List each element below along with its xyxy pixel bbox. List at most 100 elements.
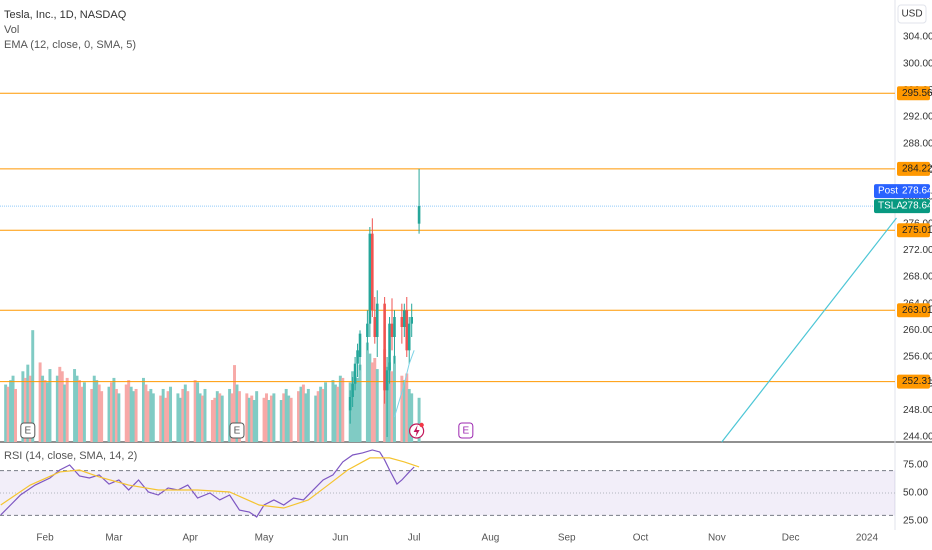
volume-bar: [151, 393, 155, 442]
volume-bar: [4, 384, 8, 442]
y-tick-label: 288.00: [903, 138, 932, 149]
y-tick-label: 272.00: [903, 245, 932, 256]
volume-bar: [6, 386, 10, 442]
y-tick-label: 244.00: [903, 432, 932, 443]
volume-bar: [252, 400, 256, 442]
volume-bar: [55, 375, 59, 442]
volume-bar: [390, 371, 394, 442]
candle-body: [373, 317, 377, 337]
rsi-line: [0, 449, 415, 518]
volume-bar: [38, 362, 42, 442]
volume-bar: [127, 380, 131, 442]
volume-bar: [181, 388, 185, 442]
rsi-line: [0, 457, 420, 509]
volume-legend[interactable]: Vol: [4, 24, 19, 36]
x-tick-label: Jun: [332, 533, 348, 544]
volume-bar: [306, 388, 310, 442]
volume-bar: [279, 400, 283, 442]
y-tick-label: 292.00: [903, 112, 932, 123]
volume-bar: [149, 388, 153, 442]
volume-bar: [186, 391, 190, 442]
volume-bar: [141, 377, 145, 442]
volume-bar: [14, 388, 17, 442]
volume-bar: [82, 382, 86, 442]
y-tick-label: 260.00: [903, 325, 932, 336]
earnings-icon: [458, 422, 474, 439]
volume-bar: [333, 384, 337, 442]
volume-bar: [193, 380, 197, 442]
price-badge-name: Post: [878, 186, 898, 197]
x-tick-label: Oct: [633, 533, 649, 544]
y-tick-label: 304.00: [903, 32, 932, 43]
volume-bar: [159, 395, 163, 442]
volume-bar: [304, 393, 308, 442]
volume-bar: [63, 384, 67, 442]
volume-bar: [375, 369, 379, 442]
candle-body: [368, 233, 372, 324]
x-tick-label: Feb: [36, 533, 54, 544]
level-badge: [897, 161, 930, 176]
ema-legend[interactable]: EMA (12, close, 0, SMA, 5): [4, 39, 136, 51]
volume-bar: [21, 371, 25, 442]
volume-bar: [134, 388, 138, 442]
level-badge: [897, 86, 930, 101]
rsi-legend[interactable]: RSI (14, close, SMA, 14, 2): [4, 450, 137, 462]
volume-bar: [196, 382, 200, 442]
x-tick-label: Aug: [482, 533, 500, 544]
level-badge-label: 275.01: [902, 225, 932, 236]
volume-bar: [28, 375, 32, 442]
volume-bar: [176, 393, 180, 442]
level-badge: [897, 223, 930, 238]
candle-body: [388, 323, 391, 371]
rsi-tick-label: 25.00: [903, 516, 928, 527]
volume-bar: [169, 386, 173, 442]
symbol-title[interactable]: Tesla, Inc., 1D, NASDAQ: [4, 9, 127, 21]
volume-bar: [356, 377, 360, 442]
volume-bar: [78, 380, 81, 442]
volume-bar: [255, 391, 259, 442]
level-badge-label: 252.31: [902, 376, 932, 387]
volume-bar: [250, 395, 254, 442]
volume-bar: [65, 377, 69, 442]
y-tick-label: 300.00: [903, 58, 932, 69]
volume-bar: [112, 377, 116, 442]
volume-bar: [265, 393, 268, 442]
candle-body: [348, 397, 352, 411]
volume-bar: [31, 330, 35, 442]
candle-body: [417, 206, 421, 224]
ema-line: [393, 350, 415, 418]
volume-bar: [365, 342, 369, 442]
volume-bar: [314, 395, 318, 442]
volume-bar: [75, 375, 79, 442]
currency-box[interactable]: [897, 4, 927, 24]
x-tick-label: Mar: [105, 533, 123, 544]
price-badge-value: 278.64: [902, 201, 932, 212]
volume-bar: [80, 386, 84, 442]
candle-body: [351, 383, 354, 397]
x-tick-label: May: [255, 533, 274, 544]
volume-bar: [324, 382, 328, 442]
volume-bar: [203, 388, 207, 442]
candle-body: [385, 370, 389, 391]
volume-bar: [400, 375, 404, 442]
volume-bar: [392, 355, 396, 442]
candle-body: [393, 317, 396, 337]
volume-bar: [100, 391, 104, 442]
currency: USD: [901, 9, 922, 20]
volume-bar: [230, 393, 234, 442]
volume-bar: [73, 369, 77, 442]
candle-body: [410, 317, 413, 324]
volume-bar: [178, 397, 182, 442]
volume-bar: [60, 371, 64, 442]
volume-bar: [233, 365, 236, 442]
price-badge-value: 278.64: [902, 186, 932, 197]
candle-body: [407, 323, 411, 351]
volume-bar: [282, 393, 286, 442]
volume-bar: [220, 395, 224, 442]
volume-bar: [341, 377, 345, 442]
volume-bar: [201, 395, 205, 442]
volume-bar: [183, 384, 187, 442]
volume-bar: [210, 400, 214, 442]
level-badge: [897, 374, 930, 389]
